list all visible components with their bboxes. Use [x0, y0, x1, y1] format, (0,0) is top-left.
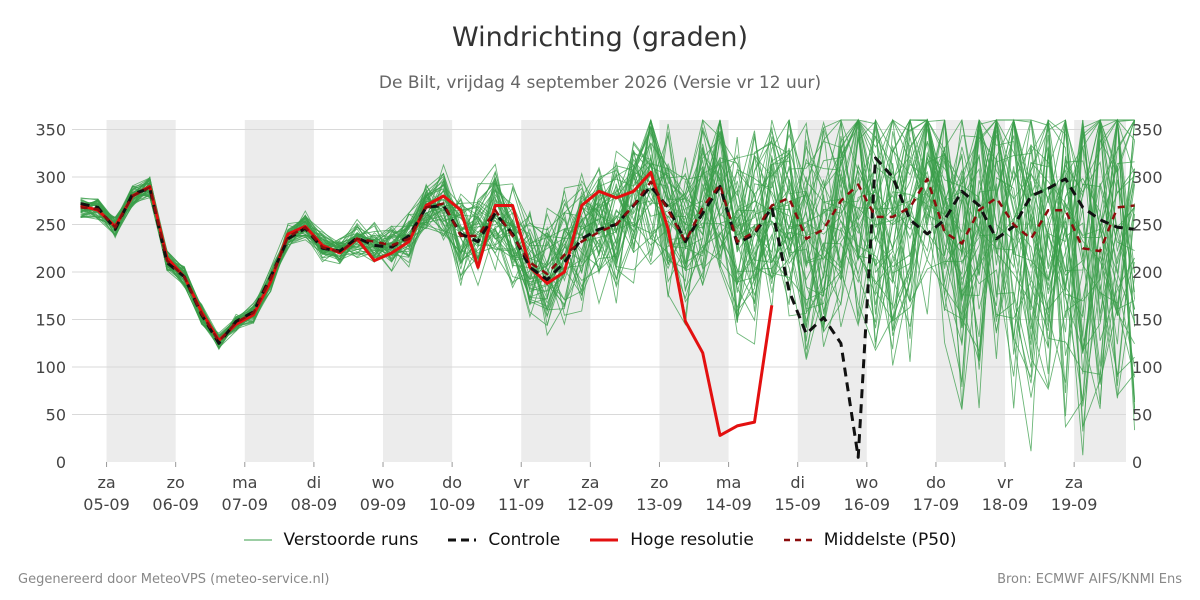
legend-label-hires: Hoge resolutie — [630, 530, 754, 550]
y-tick-label-right: 200 — [1132, 263, 1163, 282]
x-tick-label-date: 10-09 — [429, 495, 476, 514]
x-tick-label-day: zo — [167, 473, 185, 492]
x-tick-label-date: 09-09 — [360, 495, 407, 514]
x-tick-label-day: wo — [855, 473, 878, 492]
y-tick-label-right: 0 — [1132, 453, 1142, 472]
legend-item-hires: Hoge resolutie — [590, 530, 754, 550]
x-tick-label-date: 17-09 — [913, 495, 960, 514]
legend-label-ensemble: Verstoorde runs — [283, 530, 419, 550]
chart-subtitle: De Bilt, vrijdag 4 september 2026 (Versi… — [378, 73, 822, 93]
weekend-band — [106, 120, 176, 462]
ensemble-member-line — [80, 119, 1136, 386]
legend-swatch-hires — [590, 538, 619, 542]
legend-item-ensemble: Verstoorde runs — [243, 530, 419, 550]
x-tick-label-day: wo — [372, 473, 395, 492]
x-tick-label-date: 06-09 — [152, 495, 199, 514]
y-tick-label-right: 150 — [1132, 311, 1163, 330]
x-tick-label-day: do — [442, 473, 462, 492]
legend-item-median: Middelste (P50) — [783, 530, 957, 550]
y-tick-label-left: 350 — [35, 121, 66, 140]
x-tick-label-day: vr — [513, 473, 529, 492]
x-tick-label-date: 08-09 — [291, 495, 338, 514]
x-tick-label-date: 07-09 — [222, 495, 269, 514]
x-tick-label-day: zo — [650, 473, 668, 492]
x-tick-label-date: 14-09 — [705, 495, 752, 514]
chart-title: Windrichting (graden) — [451, 22, 749, 53]
x-tick-label-day: do — [926, 473, 946, 492]
y-tick-label-right: 350 — [1132, 121, 1163, 140]
footer-generator: Gegenereerd door MeteoVPS (meteo-service… — [18, 572, 330, 587]
x-tick-label-date: 13-09 — [636, 495, 683, 514]
y-tick-label-right: 300 — [1132, 168, 1163, 187]
y-tick-label-left: 150 — [35, 311, 66, 330]
legend-label-median: Middelste (P50) — [823, 530, 957, 550]
x-tick-label-date: 11-09 — [498, 495, 545, 514]
weekend-band — [244, 120, 314, 462]
x-tick-label-day: za — [97, 473, 115, 492]
y-tick-label-left: 250 — [35, 216, 66, 235]
x-tick-label-date: 19-09 — [1051, 495, 1098, 514]
y-tick-label-left: 200 — [35, 263, 66, 282]
legend-label-control: Controle — [488, 530, 561, 550]
legend-swatch-median — [783, 538, 812, 542]
y-tick-label-right: 100 — [1132, 358, 1163, 377]
footer-source: Bron: ECMWF AIFS/KNMI Ens — [997, 572, 1182, 587]
median-line — [80, 177, 1135, 343]
legend-swatch-ensemble — [243, 539, 272, 541]
legend-item-control: Controle — [448, 530, 560, 550]
y-tick-label-right: 250 — [1132, 216, 1163, 235]
legend-swatch-control — [448, 538, 477, 542]
x-tick-label-day: za — [1065, 473, 1083, 492]
x-tick-label-date: 18-09 — [982, 495, 1029, 514]
x-tick-label-date: 16-09 — [844, 495, 891, 514]
y-tick-label-left: 50 — [46, 406, 66, 425]
y-tick-label-right: 50 — [1132, 406, 1152, 425]
chart-legend: Verstoorde runs Controle Hoge resolutie … — [0, 530, 1200, 550]
x-tick-label-day: za — [581, 473, 599, 492]
x-tick-label-date: 15-09 — [774, 495, 821, 514]
x-tick-label-day: vr — [997, 473, 1013, 492]
y-tick-label-left: 300 — [35, 168, 66, 187]
control-line — [80, 156, 1135, 459]
y-tick-label-left: 100 — [35, 358, 66, 377]
x-tick-label-day: di — [307, 473, 322, 492]
x-tick-label-date: 05-09 — [83, 495, 130, 514]
x-tick-label-day: ma — [232, 473, 257, 492]
y-tick-label-left: 0 — [56, 453, 66, 472]
x-tick-label-day: ma — [716, 473, 741, 492]
x-tick-label-date: 12-09 — [567, 495, 614, 514]
ensemble-member-line — [80, 119, 1136, 368]
x-tick-label-day: di — [790, 473, 805, 492]
